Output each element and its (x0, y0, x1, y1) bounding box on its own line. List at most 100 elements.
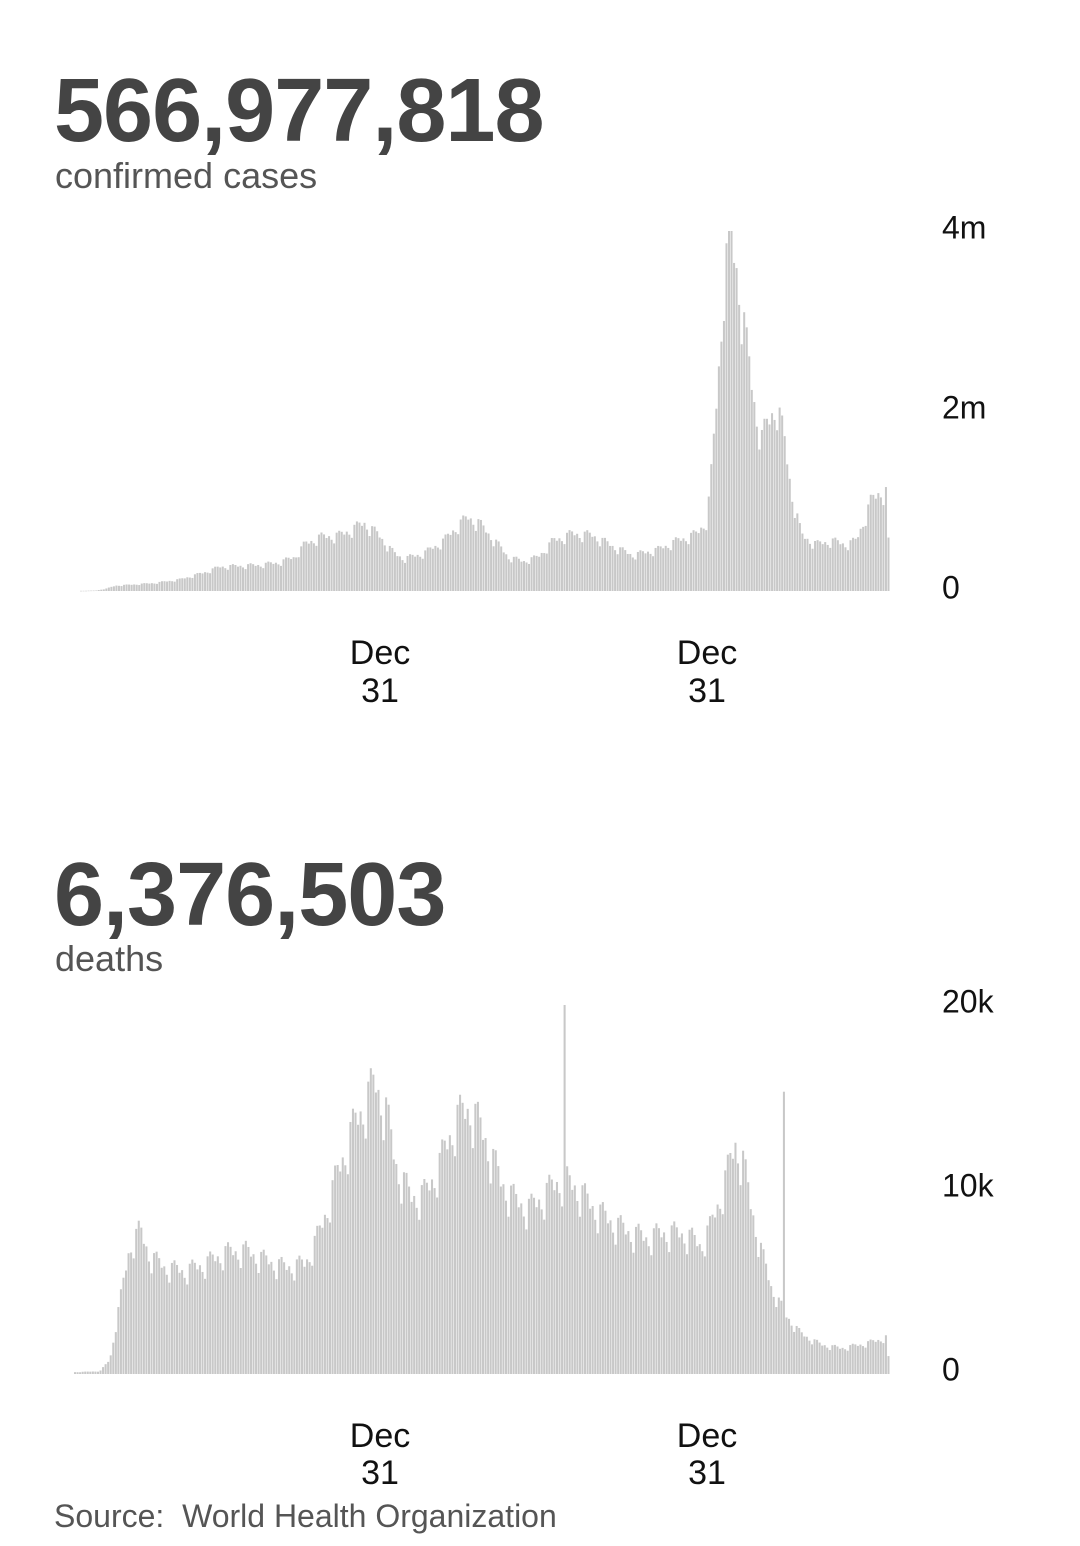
bar (844, 547, 847, 591)
bar (626, 553, 629, 591)
bar (457, 534, 460, 591)
bar (879, 1341, 882, 1374)
bar (424, 550, 427, 591)
bar (431, 548, 434, 591)
bar (446, 1149, 449, 1374)
bar (553, 538, 556, 591)
bar (383, 545, 386, 591)
bar (464, 1118, 467, 1374)
bar (405, 1172, 408, 1374)
bar (436, 547, 439, 591)
bar (877, 1339, 880, 1374)
bar (619, 1215, 622, 1374)
bar (525, 1229, 528, 1374)
bar (264, 562, 267, 591)
bar (297, 557, 300, 591)
bar (777, 1297, 780, 1374)
bar (350, 537, 353, 591)
bar (712, 433, 715, 591)
bar (710, 464, 713, 591)
bar (390, 1129, 393, 1374)
bar (688, 1229, 691, 1374)
bar (560, 541, 563, 591)
bar (100, 589, 103, 591)
bar (145, 583, 148, 591)
bar (492, 546, 495, 591)
bar (329, 1222, 332, 1374)
bar (535, 555, 538, 591)
bar (198, 1265, 201, 1374)
bar (695, 531, 698, 591)
bar (312, 543, 315, 591)
bar (326, 1218, 329, 1374)
bar (806, 538, 809, 591)
bar (550, 538, 553, 591)
bar (171, 581, 174, 591)
bar (441, 1139, 444, 1374)
bar (302, 541, 305, 591)
bar (204, 1278, 207, 1374)
bar (183, 578, 186, 591)
bar (841, 1347, 844, 1374)
bar (132, 1258, 135, 1374)
bar (796, 513, 799, 591)
bar (181, 1270, 184, 1374)
bar (819, 541, 822, 591)
bar (295, 557, 298, 591)
bar (362, 1124, 365, 1374)
bar (397, 1184, 400, 1374)
bar (176, 1264, 179, 1374)
bar (768, 424, 771, 591)
bar (303, 1266, 306, 1374)
bar (540, 1209, 543, 1374)
bar (771, 413, 774, 591)
bar (313, 1235, 316, 1374)
bar (793, 517, 796, 591)
bar (374, 1092, 377, 1374)
bar (813, 1339, 816, 1374)
bar (371, 526, 374, 591)
bar (158, 1258, 161, 1374)
bar (724, 1170, 727, 1374)
bar (321, 1227, 324, 1374)
bar (772, 1296, 775, 1374)
bar (140, 583, 143, 591)
bar (464, 516, 467, 591)
bar (884, 1335, 887, 1374)
bar (388, 545, 391, 591)
bar (571, 531, 574, 591)
bar (479, 1117, 482, 1374)
bar (867, 1341, 870, 1374)
x-tick-day: 31 (361, 672, 399, 710)
bar (122, 1277, 125, 1374)
bar (130, 584, 133, 591)
bar (621, 547, 624, 591)
bar (74, 1372, 77, 1374)
bar (831, 538, 834, 591)
bar (492, 1148, 495, 1374)
bar (742, 1150, 745, 1374)
bar (543, 1219, 546, 1374)
bar (507, 559, 510, 591)
bar (538, 556, 541, 591)
bar (125, 584, 128, 591)
bar (649, 553, 652, 591)
bar (211, 568, 214, 591)
bar (485, 532, 488, 591)
bar (99, 1370, 102, 1374)
bar (353, 524, 356, 591)
bar (288, 1266, 291, 1374)
bar (411, 554, 414, 591)
bar (721, 1214, 724, 1374)
bar (168, 1282, 171, 1374)
bar (123, 584, 126, 591)
bar (716, 1204, 719, 1374)
bar (252, 564, 255, 591)
bar (517, 1207, 520, 1374)
bar (242, 567, 245, 591)
bar (482, 1139, 485, 1374)
bar (635, 1226, 638, 1374)
bar (770, 1286, 773, 1374)
bar (793, 1331, 796, 1374)
bar (239, 1268, 242, 1374)
